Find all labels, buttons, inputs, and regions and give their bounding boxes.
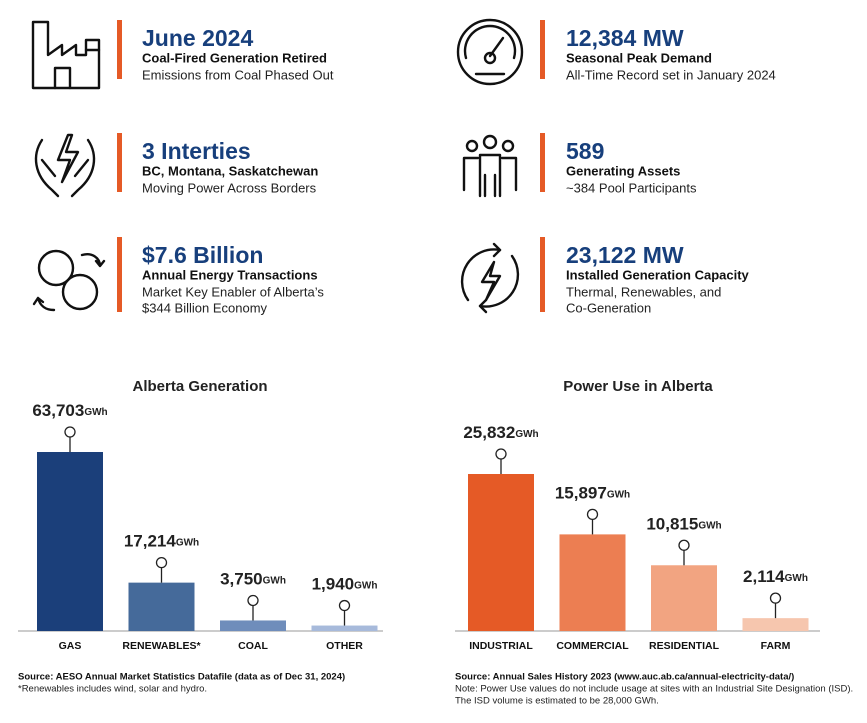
accent-bar (540, 237, 545, 312)
value-label-unit: GWh (176, 537, 199, 548)
stat-subtitle: BC, Montana, Saskatchewan (142, 163, 318, 178)
bar (468, 474, 534, 631)
value-label: 63,703GWh (32, 401, 107, 420)
stat-title: June 2024 (142, 25, 253, 51)
stat-description: Thermal, Renewables, and (566, 284, 721, 299)
value-label-unit: GWh (515, 429, 538, 440)
note: *Renewables includes wind, solar and hyd… (18, 684, 207, 695)
source: Source: AESO Annual Market Statistics Da… (18, 672, 345, 683)
value-label-number: 1,940 (312, 575, 355, 594)
x-tick-label: OTHER (326, 640, 363, 652)
value-label-number: 3,750 (220, 570, 263, 589)
x-tick-label: INDUSTRIAL (469, 640, 533, 652)
x-tick-label: GAS (59, 640, 82, 652)
accent-bar (117, 237, 122, 312)
x-tick-label: COMMERCIAL (556, 640, 629, 652)
accent-bar (540, 133, 545, 192)
value-label-number: 25,832 (463, 423, 515, 442)
note: Note: Power Use values do not include us… (455, 684, 853, 695)
accent-bar (117, 20, 122, 79)
bar (559, 534, 626, 631)
stat-subtitle: Coal-Fired Generation Retired (142, 50, 327, 65)
value-label: 17,214GWh (124, 532, 199, 551)
value-label-number: 15,897 (555, 484, 607, 503)
stat-description: ~384 Pool Participants (566, 180, 697, 195)
value-label-unit: GWh (263, 575, 286, 586)
stat-subtitle: Installed Generation Capacity (566, 267, 750, 282)
value-label: 3,750GWh (220, 570, 286, 589)
icon-money (32, 249, 106, 312)
icon-power-cycle (460, 242, 520, 314)
value-label-unit: GWh (785, 573, 808, 584)
pin-head (586, 508, 599, 521)
icon-factory (31, 20, 101, 90)
stat-title: 12,384 MW (566, 25, 684, 51)
bar (220, 620, 286, 631)
value-label-number: 17,214 (124, 532, 177, 551)
value-label-unit: GWh (354, 580, 377, 591)
value-label-number: 63,703 (32, 401, 84, 420)
value-label: 25,832GWh (463, 423, 538, 442)
value-label-number: 2,114 (743, 568, 785, 587)
value-label-unit: GWh (698, 520, 721, 531)
value-label: 1,940GWh (312, 575, 378, 594)
stat-description: Emissions from Coal Phased Out (142, 67, 334, 82)
stat-description: Moving Power Across Borders (142, 180, 317, 195)
source: Source: Annual Sales History 2023 (www.a… (455, 672, 794, 683)
bar (311, 625, 378, 631)
accent-bar (117, 133, 122, 192)
pin-head (338, 599, 351, 612)
stat-description: $344 Billion Economy (142, 300, 268, 315)
value-label: 2,114GWh (743, 568, 808, 587)
value-label-number: 10,815 (646, 515, 698, 534)
stat-title: 3 Interties (142, 138, 251, 164)
pin-head (495, 448, 507, 460)
x-tick-label: RENEWABLES* (122, 640, 201, 652)
pin-head (247, 594, 259, 607)
accent-bar (540, 20, 545, 79)
bar (651, 565, 717, 631)
pin-head (769, 592, 782, 604)
bar (128, 582, 195, 631)
pin-head (64, 426, 76, 438)
pin-head (155, 556, 168, 569)
stat-description: All-Time Record set in January 2024 (566, 67, 776, 82)
chart-title: Power Use in Alberta (563, 378, 713, 395)
bar (37, 452, 103, 631)
x-tick-label: RESIDENTIAL (649, 640, 720, 652)
value-label-unit: GWh (84, 407, 107, 418)
pin-head (678, 539, 690, 551)
stat-title: 589 (566, 138, 604, 164)
x-tick-label: FARM (761, 640, 791, 652)
bar (742, 618, 809, 631)
value-label: 15,897GWh (555, 484, 630, 503)
icon-hands-power (34, 133, 96, 198)
stat-description: Market Key Enabler of Alberta’s (142, 284, 324, 299)
value-label-unit: GWh (607, 489, 630, 500)
stat-subtitle: Generating Assets (566, 163, 680, 178)
icon-people (462, 134, 518, 198)
chart-title: Alberta Generation (132, 378, 267, 395)
stat-description: Co-Generation (566, 300, 651, 315)
stat-title: $7.6 Billion (142, 242, 263, 268)
note: The ISD volume is estimated to be 28,000… (455, 696, 659, 707)
value-label: 10,815GWh (646, 515, 721, 534)
stat-title: 23,122 MW (566, 242, 684, 268)
icon-gauge (456, 18, 524, 86)
stat-subtitle: Seasonal Peak Demand (566, 50, 712, 65)
stat-subtitle: Annual Energy Transactions (142, 267, 318, 282)
x-tick-label: COAL (238, 640, 268, 652)
